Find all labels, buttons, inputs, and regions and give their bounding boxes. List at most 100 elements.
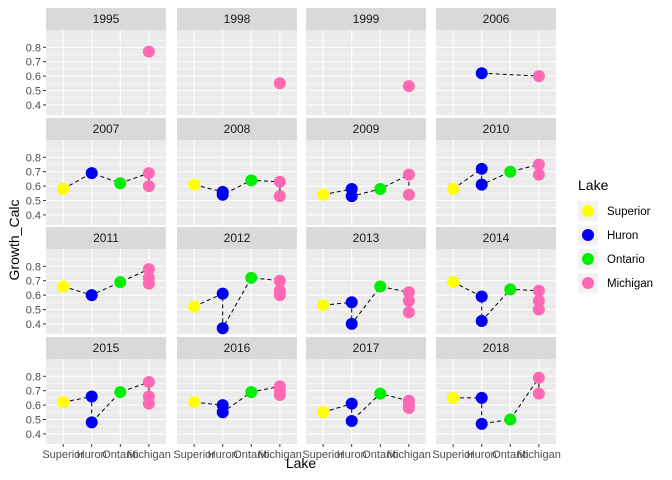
point-michigan [142,277,155,290]
x-axis-title: Lake [286,455,317,471]
facet-panel-2006: 2006 [436,8,556,115]
facet-panel-2018: 2018 [436,337,556,444]
point-michigan [273,274,286,287]
point-huron [85,289,98,302]
x-tick-label: Michigan [258,449,302,461]
facet-panel-2011: 2011 [46,227,166,334]
y-tick-label: 0.5 [26,305,41,317]
facet-panel-2015: 2015 [46,337,166,444]
y-tick-label: 0.4 [26,100,41,112]
point-huron [345,190,358,203]
facet-strip-label: 1995 [93,12,120,26]
point-superior [447,276,460,289]
facet-strip [177,337,297,359]
facet-strip [306,8,426,30]
x-tick-label: Superior [42,449,84,461]
point-ontario [374,182,387,195]
y-tick-label: 0.5 [26,86,41,98]
point-ontario [245,271,258,284]
legend-title: Lake [578,177,609,193]
facet-panel-2010: 2010 [436,118,556,225]
legend-label-superior: Superior [607,206,651,218]
x-tick-label: Ontario [102,449,138,461]
point-michigan [142,180,155,193]
point-huron [85,390,98,403]
point-huron [85,416,98,429]
facet-strip [177,118,297,140]
facet-strip-label: 1998 [224,12,251,26]
point-huron [475,290,488,303]
panel-background [306,140,426,225]
facet-panel-1995: 1995 [46,8,166,115]
x-tick-label: Ontario [492,449,528,461]
point-superior [317,299,330,312]
point-ontario [245,174,258,187]
point-huron [216,322,229,335]
point-ontario [114,177,127,190]
point-huron [216,287,229,300]
facet-strip-label: 2017 [353,341,380,355]
point-michigan [142,167,155,180]
legend-swatch-michigan [582,277,594,289]
facet-strip [436,337,556,359]
point-huron [345,414,358,427]
point-michigan [273,77,286,90]
point-michigan [142,397,155,410]
point-michigan [532,168,545,181]
panel-background [46,30,166,115]
point-huron [475,178,488,191]
y-tick-label: 0.7 [26,386,41,398]
legend-label-ontario: Ontario [607,254,645,266]
facet-panel-1998: 1998 [177,8,297,115]
y-tick-label: 0.5 [26,415,41,427]
axes-group: 0.4 0.5 0.6 0.7 0.8 0.4 0.5 0.6 0.7 0.8 0.4 0.5 0.6 0… [26,42,561,461]
facet-panel-2016: 2016 [177,337,297,444]
point-superior [447,182,460,195]
facet-strip [306,227,426,249]
y-tick-label: 0.8 [26,42,41,54]
facet-strip-label: 2014 [483,231,510,245]
facet-strip-label: 2009 [353,122,380,136]
point-michigan [532,387,545,400]
x-tick-label: Huron [77,449,107,461]
point-michigan [532,158,545,171]
facet-strip-label: 2007 [93,122,120,136]
point-michigan [142,376,155,389]
facet-strip [177,227,297,249]
point-ontario [374,280,387,293]
y-tick-label: 0.7 [26,57,41,69]
legend: Lake Superior Huron Ontario Michigan [578,177,653,293]
facet-panel-2012: 2012 [177,227,297,335]
y-tick-label: 0.6 [26,290,41,302]
point-huron [345,397,358,410]
facet-panel-2007: 2007 [46,118,166,225]
facet-strip [436,227,556,249]
legend-swatch-superior [582,205,594,217]
point-superior [57,396,70,409]
panel-background [306,30,426,115]
y-tick-label: 0.4 [26,429,41,441]
point-michigan [402,188,415,201]
point-superior [188,300,201,313]
legend-swatch-ontario [582,253,594,265]
legend-swatch-huron [582,229,594,241]
x-tick-label: Superior [302,449,344,461]
point-ontario [114,386,127,399]
facet-strip-label: 2016 [224,341,251,355]
point-huron [475,391,488,404]
facet-strip [46,227,166,249]
point-michigan [532,284,545,297]
point-huron [475,162,488,175]
point-michigan [273,289,286,302]
y-tick-label: 0.6 [26,71,41,83]
point-michigan [532,70,545,83]
point-ontario [374,387,387,400]
point-superior [317,406,330,419]
point-michigan [273,190,286,203]
panel-background [177,30,297,115]
point-michigan [142,263,155,276]
y-tick-label: 0.8 [26,152,41,164]
point-ontario [114,276,127,289]
point-ontario [504,413,517,426]
point-huron [475,315,488,328]
